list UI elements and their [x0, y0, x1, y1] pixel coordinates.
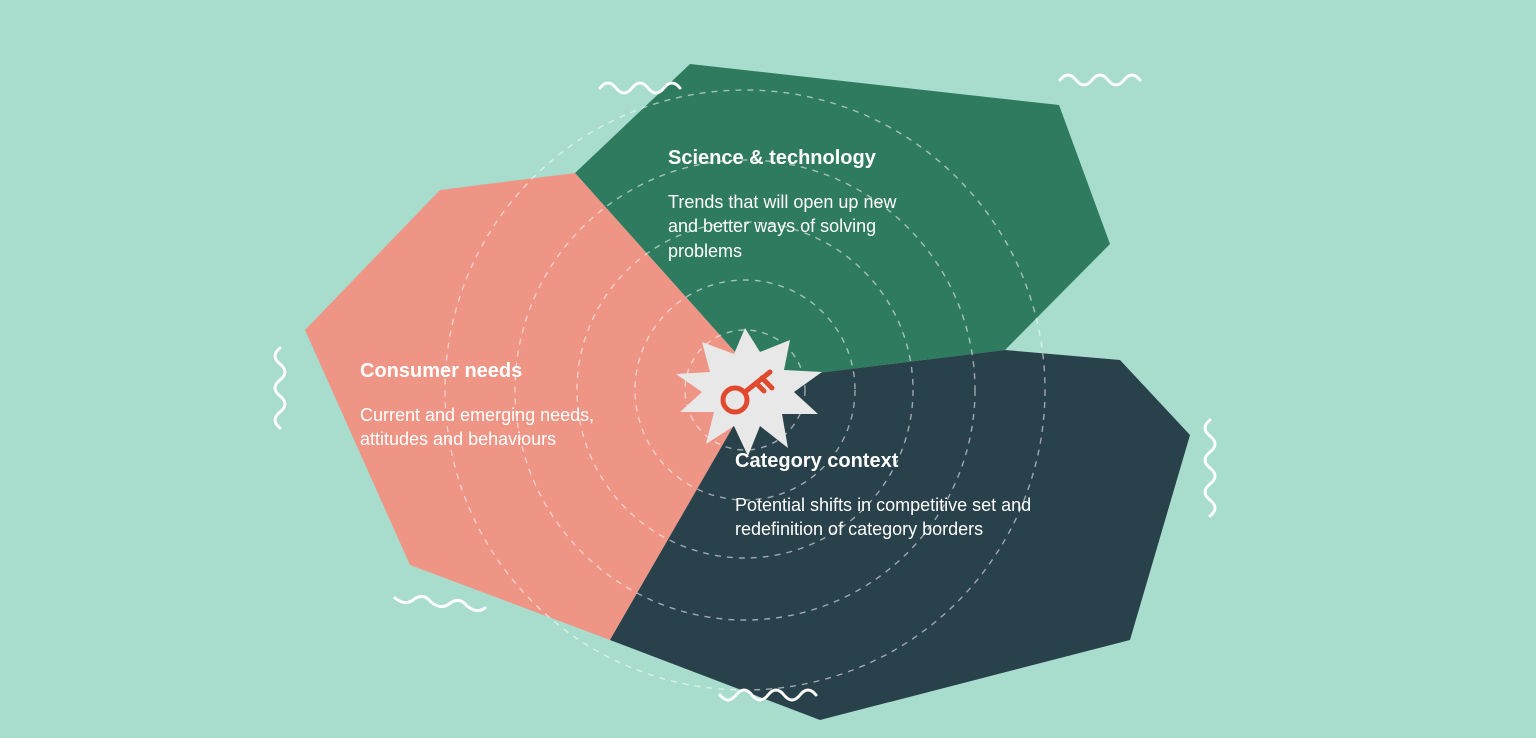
diagram-svg: [0, 0, 1536, 738]
diagram-stage: Science & technology Trends that will op…: [0, 0, 1536, 738]
segment-title: Category context: [735, 448, 1095, 475]
segment-body: Potential shifts in competitive set and …: [735, 493, 1095, 542]
segment-title: Consumer needs: [360, 358, 660, 385]
segment-label-consumer-needs: Consumer needs Current and emerging need…: [360, 358, 660, 452]
segment-body: Current and emerging needs, attitudes an…: [360, 403, 660, 452]
segment-label-category-context: Category context Potential shifts in com…: [735, 448, 1095, 542]
segment-title: Science & technology: [668, 145, 928, 172]
segment-body: Trends that will open up new and better …: [668, 190, 928, 263]
segment-label-science-technology: Science & technology Trends that will op…: [668, 145, 928, 263]
